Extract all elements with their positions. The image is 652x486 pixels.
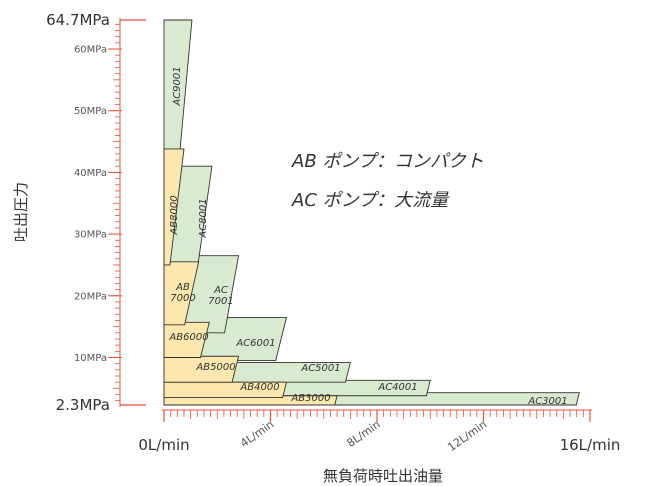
y-tick-label: 64.7MPa xyxy=(46,11,110,29)
pump-model-label: AC9001 xyxy=(172,66,183,106)
pump-model-label: AB6000 xyxy=(168,332,208,343)
y-tick-label: 60MPa xyxy=(74,44,107,55)
y-tick-label: 50MPa xyxy=(74,106,107,117)
pump-model-label: AB3000 xyxy=(290,393,330,404)
pump-area-ab6000 xyxy=(163,321,210,358)
y-tick-label: 40MPa xyxy=(74,168,107,179)
pump-model-label: AC8001 xyxy=(198,198,209,238)
y-tick-label: 2.3MPa xyxy=(56,396,110,414)
y-axis-title: 吐出圧力 xyxy=(12,182,30,242)
x-tick-label: 0L/min xyxy=(138,436,189,454)
x-tick-label: 8L/min xyxy=(344,418,382,450)
y-tick-label: 20MPa xyxy=(74,291,107,302)
pump-type-note: AB ポンプ：コンパクト xyxy=(291,151,484,172)
x-tick-label: 12L/min xyxy=(445,418,489,454)
pump-model-label: AC4001 xyxy=(377,382,417,393)
pump-area-ab3000 xyxy=(163,395,338,406)
pump-model-label: AC xyxy=(213,285,228,296)
pump-type-note: AC ポンプ：大流量 xyxy=(291,190,450,211)
pump-area-ab8000 xyxy=(163,148,185,266)
pump-area-ab5000 xyxy=(163,355,240,383)
pump-model-label: AC5001 xyxy=(300,363,340,374)
x-tick-label: 4L/min xyxy=(238,418,276,450)
pump-area-ab7000 xyxy=(163,261,200,326)
pump-model-label: AB8000 xyxy=(169,195,180,235)
pump-area-ab4000 xyxy=(163,381,288,399)
pump-model-label: 7001 xyxy=(208,296,233,307)
pump-model-label: 7000 xyxy=(170,293,195,304)
pump-model-label: AC3001 xyxy=(527,396,567,407)
pump-model-label: AB xyxy=(175,282,190,293)
pump-model-label: AB5000 xyxy=(195,362,235,373)
pump-boxes-layer xyxy=(163,19,580,406)
axes-layer: 64.7MPa 60MPa 50MPa 40MPa 30MPa 20MPa 10MPa 2.3… xyxy=(12,11,620,485)
x-axis-title: 無負荷時吐出油量 xyxy=(323,467,443,485)
pump-model-label: AB4000 xyxy=(239,382,279,393)
y-tick-label: 10MPa xyxy=(74,353,107,364)
x-tick-label: 16L/min xyxy=(560,436,621,454)
y-tick-label: 30MPa xyxy=(74,230,107,241)
pump-model-label: AC6001 xyxy=(235,338,275,349)
